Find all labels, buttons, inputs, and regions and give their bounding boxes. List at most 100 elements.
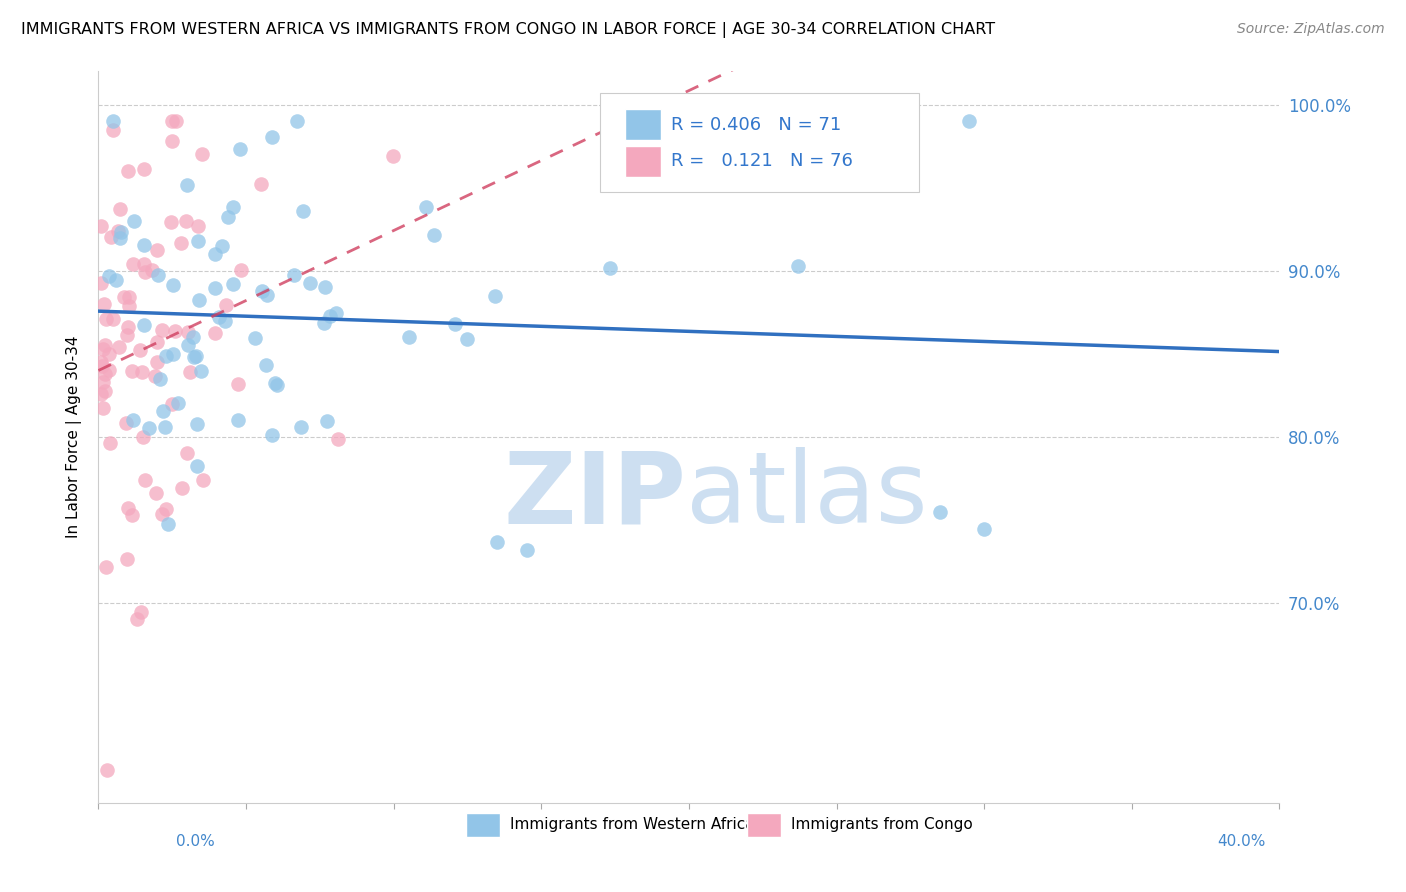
Point: [486, 534, 509, 549]
Text: IMMIGRANTS FROM WESTERN AFRICA VS IMMIGRANTS FROM CONGO IN LABOR FORCE | AGE 30-: IMMIGRANTS FROM WESTERN AFRICA VS IMMIGR…: [21, 22, 995, 38]
Point: [444, 317, 467, 331]
Point: [134, 473, 156, 487]
Point: [122, 257, 145, 271]
Point: [190, 364, 212, 378]
Point: [93, 384, 115, 398]
Point: [250, 285, 273, 299]
Point: [516, 543, 538, 558]
Point: [132, 238, 155, 252]
Text: 40.0%: 40.0%: [1218, 834, 1265, 849]
Point: [484, 289, 506, 303]
Point: [90, 387, 112, 401]
Point: [112, 290, 135, 304]
Point: [170, 481, 193, 495]
Point: [599, 260, 621, 275]
Point: [162, 114, 184, 128]
Point: [204, 247, 226, 261]
Point: [134, 318, 156, 332]
Point: [98, 363, 121, 377]
Point: [165, 114, 187, 128]
Point: [204, 281, 226, 295]
Point: [155, 502, 177, 516]
Point: [115, 327, 138, 342]
Point: [211, 239, 233, 253]
Point: [243, 331, 266, 345]
Point: [150, 323, 173, 337]
Point: [117, 164, 139, 178]
Point: [231, 263, 253, 277]
Point: [176, 178, 198, 193]
Point: [188, 293, 211, 307]
Text: Immigrants from Congo: Immigrants from Congo: [790, 817, 973, 831]
Point: [96, 559, 118, 574]
Point: [145, 335, 167, 350]
Point: [423, 228, 446, 243]
Point: [153, 419, 176, 434]
Point: [117, 500, 139, 515]
Point: [183, 330, 205, 344]
Point: [108, 230, 131, 244]
Point: [456, 332, 478, 346]
Point: [145, 354, 167, 368]
Point: [129, 343, 152, 357]
Point: [93, 296, 115, 310]
Text: R =   0.121   N = 76: R = 0.121 N = 76: [671, 153, 853, 170]
Point: [121, 364, 143, 378]
Point: [167, 395, 190, 409]
Point: [110, 202, 132, 217]
Point: [204, 326, 226, 341]
Y-axis label: In Labor Force | Age 30-34: In Labor Force | Age 30-34: [66, 335, 83, 539]
Point: [184, 350, 207, 364]
Point: [222, 200, 245, 214]
Point: [226, 413, 249, 427]
Point: [291, 204, 314, 219]
Point: [100, 229, 122, 244]
Text: Immigrants from Western Africa: Immigrants from Western Africa: [510, 817, 754, 831]
Point: [328, 432, 350, 446]
Point: [208, 310, 231, 324]
Point: [91, 343, 114, 357]
Point: [177, 337, 200, 351]
Point: [254, 358, 277, 372]
Text: R = 0.406   N = 71: R = 0.406 N = 71: [671, 116, 841, 134]
Point: [117, 319, 139, 334]
Point: [186, 417, 208, 432]
Point: [217, 210, 239, 224]
Point: [96, 763, 118, 777]
Point: [91, 401, 114, 415]
Point: [787, 259, 810, 273]
Text: Source: ZipAtlas.com: Source: ZipAtlas.com: [1237, 22, 1385, 37]
Point: [264, 376, 287, 390]
Point: [156, 516, 179, 531]
Point: [98, 347, 121, 361]
Point: [325, 306, 347, 320]
Point: [121, 508, 143, 522]
Point: [162, 134, 183, 148]
Point: [103, 122, 125, 136]
Point: [183, 350, 205, 364]
Point: [94, 312, 117, 326]
Point: [162, 347, 184, 361]
Point: [104, 273, 127, 287]
Point: [319, 310, 342, 324]
Point: [250, 178, 273, 192]
Point: [91, 359, 114, 373]
Point: [155, 349, 177, 363]
FancyBboxPatch shape: [626, 146, 661, 177]
Point: [110, 225, 132, 239]
Point: [214, 313, 236, 327]
Point: [94, 367, 117, 381]
Point: [187, 234, 209, 248]
Point: [382, 149, 405, 163]
Point: [174, 214, 197, 228]
Point: [162, 278, 184, 293]
Point: [118, 299, 141, 313]
Point: [132, 162, 155, 177]
FancyBboxPatch shape: [626, 110, 661, 140]
Point: [229, 142, 252, 156]
Point: [122, 214, 145, 228]
Point: [290, 420, 312, 434]
Point: [118, 290, 141, 304]
Point: [129, 605, 152, 619]
Point: [283, 268, 305, 283]
